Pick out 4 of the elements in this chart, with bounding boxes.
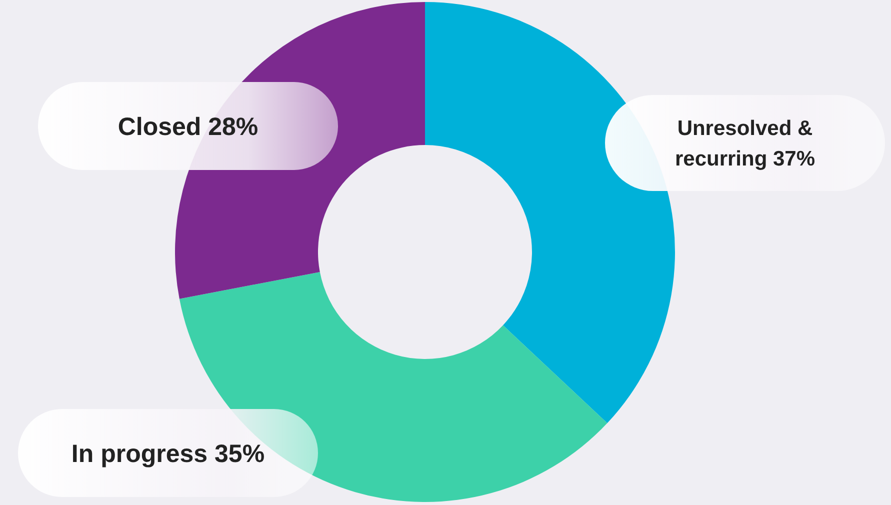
slice-label: Unresolved & recurring 37%	[674, 117, 816, 171]
slice-label: Closed 28%	[118, 112, 258, 141]
donut-slice	[425, 2, 675, 424]
slice-label: In progress 35%	[71, 440, 265, 468]
